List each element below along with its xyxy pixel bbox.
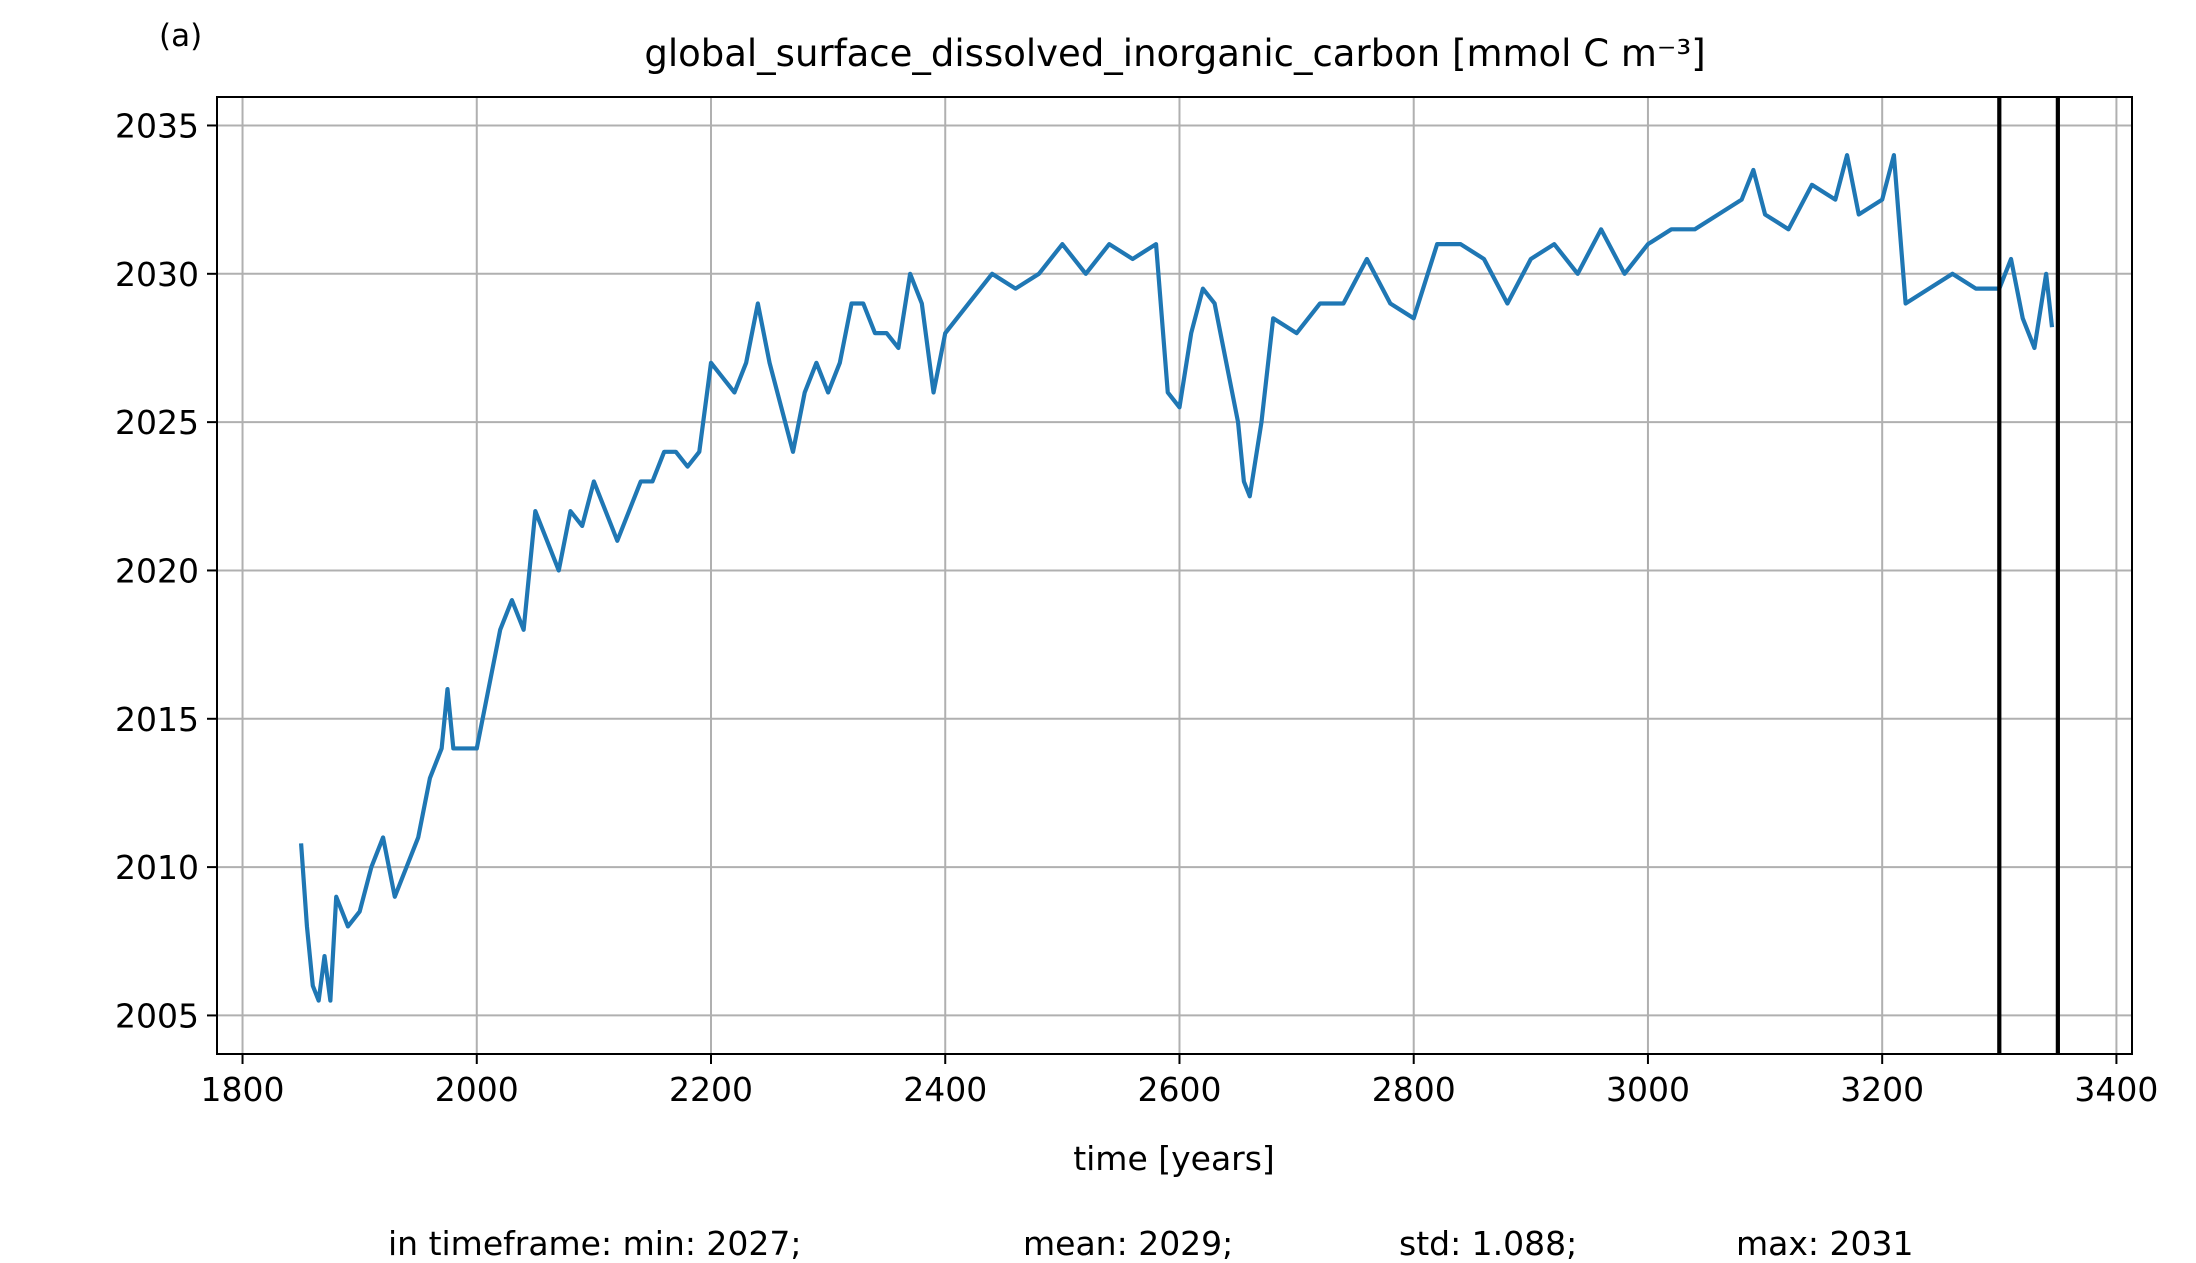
y-tick-label: 2030 (115, 255, 199, 294)
x-tick-label: 2000 (435, 1070, 519, 1109)
y-tick-label: 2015 (115, 700, 199, 739)
x-tick-label: 3200 (1840, 1070, 1924, 1109)
y-tick-label: 2025 (115, 403, 199, 442)
x-tick-label: 3000 (1606, 1070, 1690, 1109)
stat-text: std: 1.088; (1399, 1224, 1577, 1263)
x-axis-label: time [years] (1073, 1139, 1275, 1178)
x-tick-label: 2200 (669, 1070, 753, 1109)
data-line (298, 153, 2055, 1003)
chart-title: global_surface_dissolved_inorganic_carbo… (644, 32, 1705, 75)
plot-frame (216, 96, 2133, 1055)
x-tick-label: 2800 (1372, 1070, 1456, 1109)
y-tick-label: 2005 (115, 996, 199, 1035)
x-tick-label: 2600 (1137, 1070, 1221, 1109)
y-tick-label: 2020 (115, 551, 199, 590)
x-tick-label: 1800 (201, 1070, 285, 1109)
x-tick-label: 2400 (903, 1070, 987, 1109)
y-tick-label: 2010 (115, 848, 199, 887)
stat-text: max: 2031 (1736, 1224, 1914, 1263)
stat-text: mean: 2029; (1023, 1224, 1233, 1263)
y-tick-label: 2035 (115, 106, 199, 145)
panel-label: (a) (159, 18, 202, 54)
stat-text: in timeframe: min: 2027; (388, 1224, 802, 1263)
x-tick-label: 3400 (2074, 1070, 2158, 1109)
